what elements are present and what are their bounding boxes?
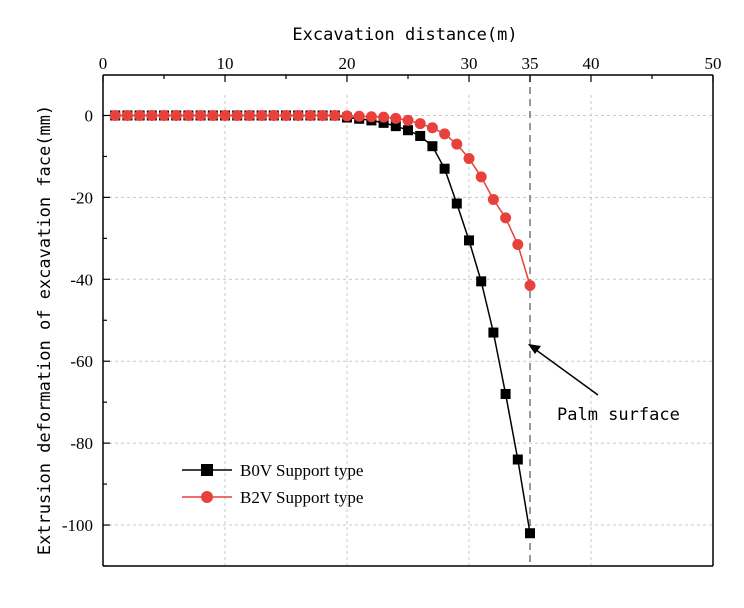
- data-point-b0v: [512, 454, 523, 465]
- x-tick-label: 35: [522, 54, 539, 73]
- x-tick-label: 20: [339, 54, 356, 73]
- y-tick-label: -80: [70, 434, 93, 453]
- data-point-b2v: [182, 109, 194, 121]
- x-tick-label: 40: [583, 54, 600, 73]
- data-point-b2v: [475, 171, 487, 183]
- series-group: [109, 109, 536, 539]
- legend-label-b0v: B0V Support type: [240, 461, 363, 480]
- data-point-b0v: [403, 125, 413, 136]
- data-point-b2v: [195, 109, 207, 121]
- data-point-b2v: [219, 109, 231, 121]
- y-axis-label: Extrusion deformation of excavation face…: [35, 105, 55, 555]
- data-point-b2v: [500, 212, 512, 224]
- series-line-1: [115, 114, 531, 286]
- data-point-b2v: [207, 109, 219, 121]
- x-tick-label: 30: [461, 54, 478, 73]
- y-tick-label: 0: [85, 106, 94, 125]
- data-point-b2v: [463, 152, 475, 164]
- data-point-b0v: [451, 198, 462, 209]
- ticks-group: 0 10 20 30 35 40 50 0 -20 -40 -60 -80 -100: [62, 54, 722, 567]
- data-point-b2v: [341, 110, 353, 122]
- legend-label-b2v: B2V Support type: [240, 488, 363, 507]
- y-tick-label: -40: [70, 270, 93, 289]
- data-point-b0v: [525, 528, 535, 539]
- plot-frame: [102, 74, 714, 567]
- data-point-b2v: [231, 109, 243, 121]
- data-point-b2v: [329, 109, 341, 121]
- data-point-b2v: [280, 109, 292, 121]
- data-point-b2v: [256, 109, 268, 121]
- data-point-b0v: [439, 163, 450, 174]
- data-point-b2v: [524, 279, 536, 291]
- data-point-b2v: [134, 109, 146, 121]
- annotation-arrowhead: [528, 344, 541, 354]
- data-point-b0v: [378, 117, 389, 128]
- data-point-b2v: [268, 109, 280, 121]
- legend-marker-b2v: [201, 491, 213, 503]
- data-point-b0v: [500, 388, 511, 399]
- data-point-b0v: [464, 235, 474, 246]
- data-point-b2v: [243, 109, 255, 121]
- data-point-b0v: [488, 327, 499, 338]
- data-point-b2v: [317, 109, 329, 121]
- data-point-b0v: [427, 141, 438, 152]
- x-tick-label: 50: [705, 54, 722, 73]
- data-point-b2v: [512, 238, 524, 250]
- legend-marker-b0v: [201, 464, 213, 476]
- data-point-b2v: [402, 114, 414, 126]
- grid: [103, 95, 713, 566]
- data-point-b2v: [109, 109, 121, 121]
- data-point-b2v: [121, 109, 133, 121]
- x-axis-label: Excavation distance(m): [292, 25, 517, 45]
- annotation-arrow: [531, 346, 599, 396]
- y-tick-label: -20: [70, 188, 93, 207]
- data-point-b2v: [378, 111, 390, 123]
- x-tick-label: 10: [217, 54, 234, 73]
- data-point-b0v: [390, 121, 401, 132]
- legend: B0V Support type B2V Support type: [182, 461, 363, 507]
- data-point-b2v: [439, 128, 451, 140]
- data-point-b2v: [353, 110, 365, 122]
- data-point-b2v: [146, 109, 158, 121]
- data-point-b2v: [414, 118, 426, 130]
- y-tick-label: -100: [62, 516, 93, 535]
- data-point-b2v: [292, 109, 304, 121]
- data-point-b2v: [426, 122, 438, 134]
- data-point-b0v: [476, 276, 487, 287]
- data-point-b2v: [158, 109, 170, 121]
- x-tick-label: 0: [99, 54, 108, 73]
- annotation-group: Palm surface: [528, 344, 680, 425]
- data-point-b0v: [415, 130, 426, 141]
- data-point-b2v: [170, 109, 182, 121]
- y-tick-label: -60: [70, 352, 93, 371]
- data-point-b2v: [365, 111, 377, 123]
- data-point-b2v: [451, 138, 463, 150]
- data-point-b2v: [390, 112, 402, 124]
- annotation-label: Palm surface: [557, 405, 680, 425]
- data-point-b2v: [304, 109, 316, 121]
- data-point-b2v: [487, 193, 499, 205]
